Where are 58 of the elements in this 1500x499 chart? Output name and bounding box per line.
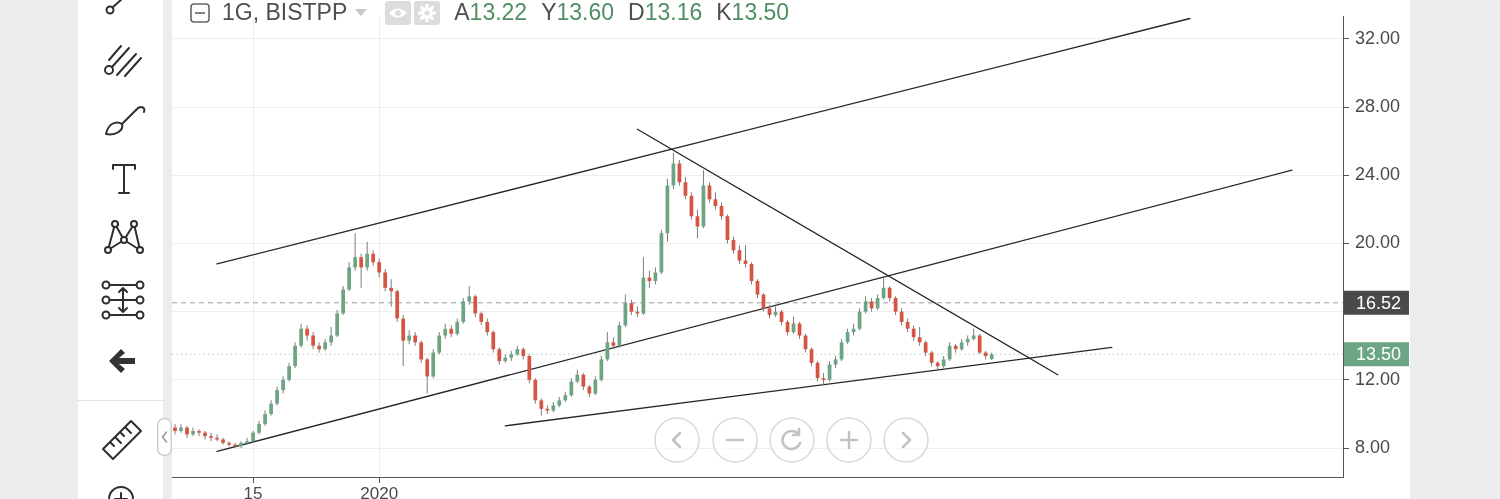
candlestick [419,340,424,364]
candlestick [383,268,388,292]
candlestick [473,294,478,318]
y-tick-label: 28.00 [1355,96,1401,117]
candlestick [299,323,303,348]
annotation: D13.16 [628,0,703,26]
candlestick [215,433,219,442]
ref-line-label: 16.52 [1356,292,1402,313]
y-tick-label: 20.00 [1355,232,1401,253]
candlestick [287,362,291,383]
candlestick [335,309,339,338]
y-tick-label: 8.00 [1355,436,1391,457]
candlestick [245,437,249,446]
candlestick [185,425,189,439]
candlestick [365,241,370,272]
candlestick [359,253,364,289]
candlestick [347,261,352,292]
candlestick [353,232,358,272]
candlestick [305,324,309,342]
candlestick [179,423,183,434]
annotation: K13.50 [716,0,790,26]
candlestick [437,331,442,355]
candlestick [425,357,430,394]
candlestick [491,329,496,354]
candlestick [341,285,346,316]
y-tick-label: 24.00 [1355,164,1401,185]
candlestick [317,341,321,354]
candlestick [173,423,177,435]
candlestick [239,440,243,449]
candlestick [197,428,201,437]
candlestick [293,341,297,369]
candlestick [461,297,466,325]
annotation: A13.22 [454,0,528,26]
candlestick [209,432,213,442]
annotation: Y13.60 [541,0,615,26]
candlestick [203,430,207,440]
candlestick [467,285,472,306]
candlestick [275,386,279,406]
x-tick-label: 15 [243,483,263,499]
ref-line-label: 13.50 [1356,344,1402,365]
x-tick-label: 2020 [360,483,399,499]
candlestick [431,348,436,379]
candlestick [947,341,952,362]
candlestick [221,437,225,446]
y-tick-label: 32.00 [1355,27,1401,48]
candlestick [401,314,406,367]
candlestick [569,377,574,398]
candlestick [377,258,382,279]
candlestick [329,326,333,347]
candlestick [533,377,538,405]
candlestick [191,427,195,437]
candlestick [977,333,982,355]
y-tick-label: 12.00 [1355,368,1401,389]
candlestick [917,326,922,347]
candlestick [527,353,532,384]
candlestick [389,278,394,308]
candlestick [227,440,231,447]
chart-title: 1G, BISTPP [222,0,348,26]
